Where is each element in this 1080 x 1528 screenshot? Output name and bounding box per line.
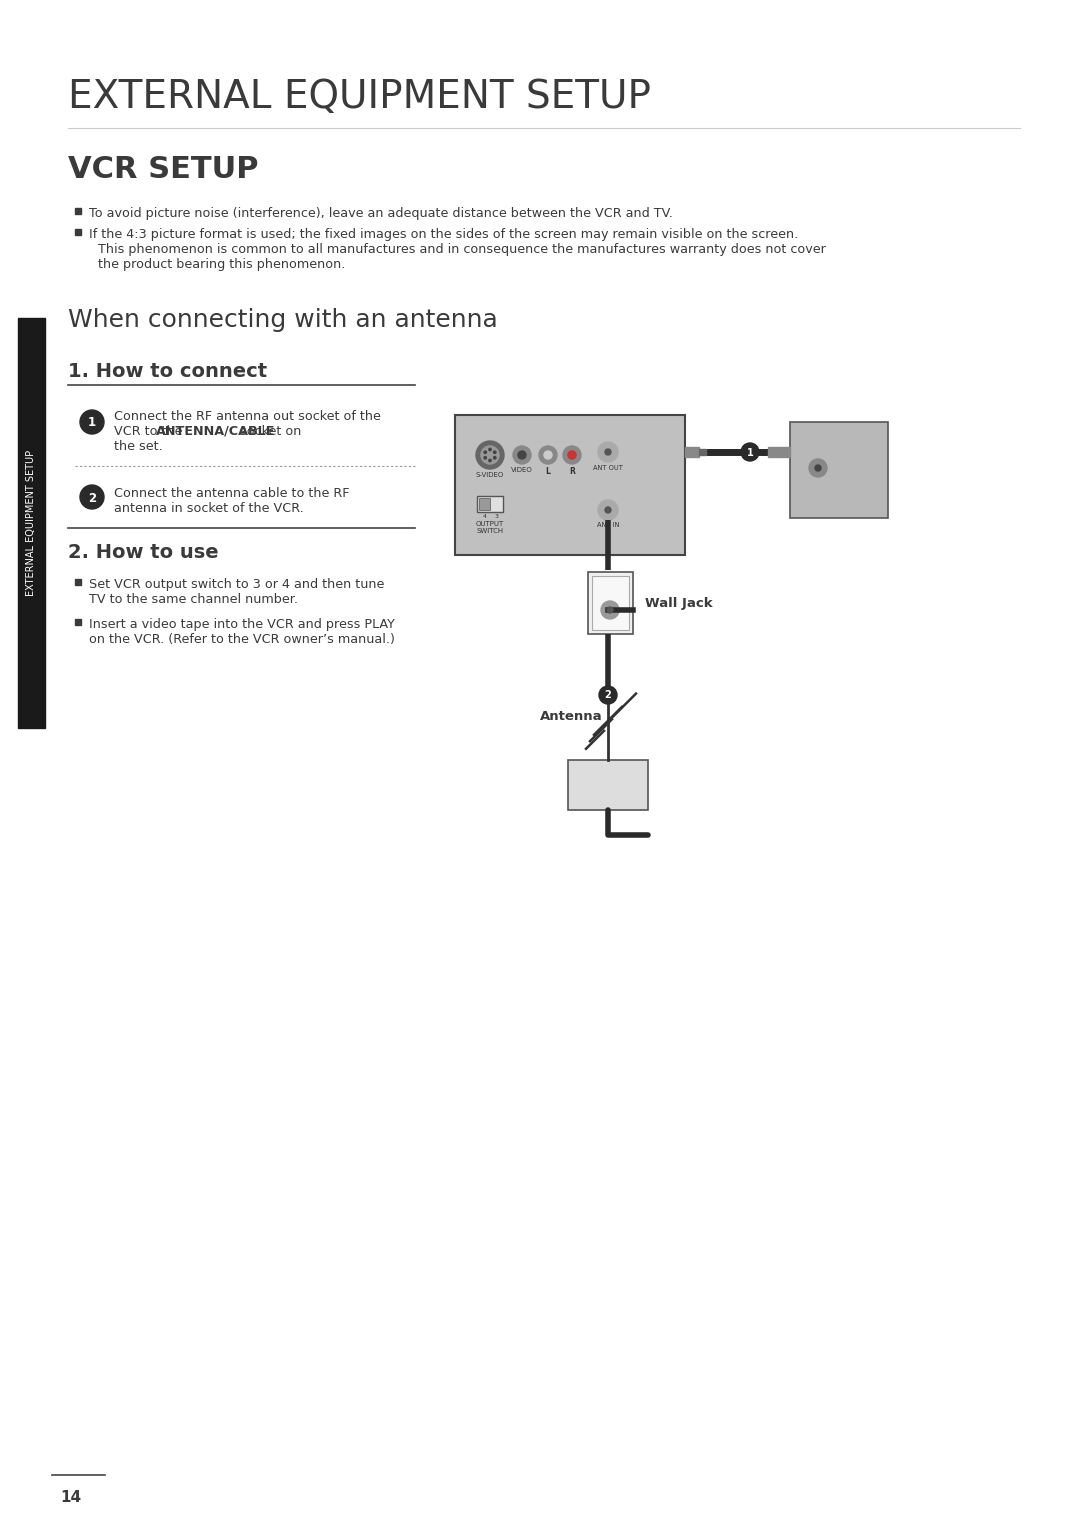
Bar (699, 449, 706, 455)
Text: the product bearing this phenomenon.: the product bearing this phenomenon. (98, 258, 346, 270)
Circle shape (815, 465, 821, 471)
Text: EXTERNAL EQUIPMENT SETUP: EXTERNAL EQUIPMENT SETUP (26, 449, 36, 596)
Circle shape (741, 443, 759, 461)
Text: VIDEO: VIDEO (511, 468, 532, 474)
Circle shape (607, 607, 613, 613)
Text: TV to the same channel number.: TV to the same channel number. (89, 593, 298, 607)
Text: EXTERNAL EQUIPMENT SETUP: EXTERNAL EQUIPMENT SETUP (68, 78, 651, 116)
Circle shape (476, 442, 504, 469)
Circle shape (600, 601, 619, 619)
Circle shape (544, 451, 552, 458)
Bar (455, 416, 685, 555)
Bar (480, 498, 490, 510)
Text: 1. How to connect: 1. How to connect (68, 362, 267, 380)
Text: 14: 14 (60, 1490, 81, 1505)
Circle shape (563, 446, 581, 465)
Circle shape (481, 446, 499, 465)
Bar (75, 619, 81, 625)
Text: the set.: the set. (114, 440, 163, 452)
Text: ANT IN: ANT IN (597, 523, 619, 529)
Circle shape (489, 460, 491, 461)
Circle shape (484, 451, 486, 454)
Bar (789, 422, 888, 518)
Text: 2: 2 (87, 492, 96, 504)
Text: R: R (569, 468, 575, 477)
Circle shape (809, 458, 827, 477)
Text: Connect the antenna cable to the RF: Connect the antenna cable to the RF (114, 487, 350, 500)
Circle shape (484, 457, 486, 458)
Bar (75, 208, 81, 214)
Bar (477, 497, 503, 512)
Circle shape (494, 451, 496, 454)
Bar (568, 759, 648, 810)
Bar (685, 448, 699, 457)
Circle shape (80, 410, 104, 434)
Circle shape (539, 446, 557, 465)
Circle shape (605, 449, 611, 455)
Bar (75, 229, 81, 235)
Text: on the VCR. (Refer to the VCR owner’s manual.): on the VCR. (Refer to the VCR owner’s ma… (89, 633, 395, 646)
Text: ANT OUT: ANT OUT (593, 465, 623, 471)
Text: 2. How to use: 2. How to use (68, 542, 218, 562)
Text: Connect the RF antenna out socket of the: Connect the RF antenna out socket of the (114, 410, 381, 423)
Text: Antenna: Antenna (540, 711, 603, 723)
Bar (75, 579, 81, 585)
Circle shape (494, 457, 496, 458)
Text: 4: 4 (483, 513, 487, 520)
Circle shape (518, 451, 526, 458)
Text: S-VIDEO: S-VIDEO (476, 472, 504, 478)
Circle shape (489, 448, 491, 451)
Bar (768, 448, 789, 457)
Text: 1: 1 (87, 417, 96, 429)
Text: 3: 3 (495, 513, 499, 520)
Text: If the 4:3 picture format is used; the fixed images on the sides of the screen m: If the 4:3 picture format is used; the f… (89, 228, 798, 241)
Text: OUTPUT: OUTPUT (476, 521, 504, 527)
Bar (18, 318, 45, 727)
Text: Set VCR output switch to 3 or 4 and then tune: Set VCR output switch to 3 or 4 and then… (89, 578, 384, 591)
Text: Wall Jack: Wall Jack (645, 596, 713, 610)
Text: 2: 2 (605, 691, 611, 700)
Text: 1: 1 (746, 448, 754, 457)
Circle shape (568, 451, 576, 458)
Text: antenna in socket of the VCR.: antenna in socket of the VCR. (114, 503, 303, 515)
Text: When connecting with an antenna: When connecting with an antenna (68, 309, 498, 332)
Text: This phenomenon is common to all manufactures and in consequence the manufacture: This phenomenon is common to all manufac… (98, 243, 826, 257)
Circle shape (598, 500, 618, 520)
Circle shape (513, 446, 531, 465)
Circle shape (598, 442, 618, 461)
Bar (592, 576, 629, 630)
Text: VCR SETUP: VCR SETUP (68, 154, 258, 183)
Text: VCR to the: VCR to the (114, 425, 187, 439)
Text: To avoid picture noise (interference), leave an adequate distance between the VC: To avoid picture noise (interference), l… (89, 206, 673, 220)
Text: SWITCH: SWITCH (476, 529, 503, 533)
Text: L: L (545, 468, 551, 477)
Text: socket on: socket on (237, 425, 301, 439)
Circle shape (605, 507, 611, 513)
Text: Insert a video tape into the VCR and press PLAY: Insert a video tape into the VCR and pre… (89, 617, 395, 631)
Bar (588, 571, 633, 634)
Circle shape (599, 686, 617, 704)
Text: ANTENNA/CABLE: ANTENNA/CABLE (156, 425, 275, 439)
Circle shape (80, 484, 104, 509)
